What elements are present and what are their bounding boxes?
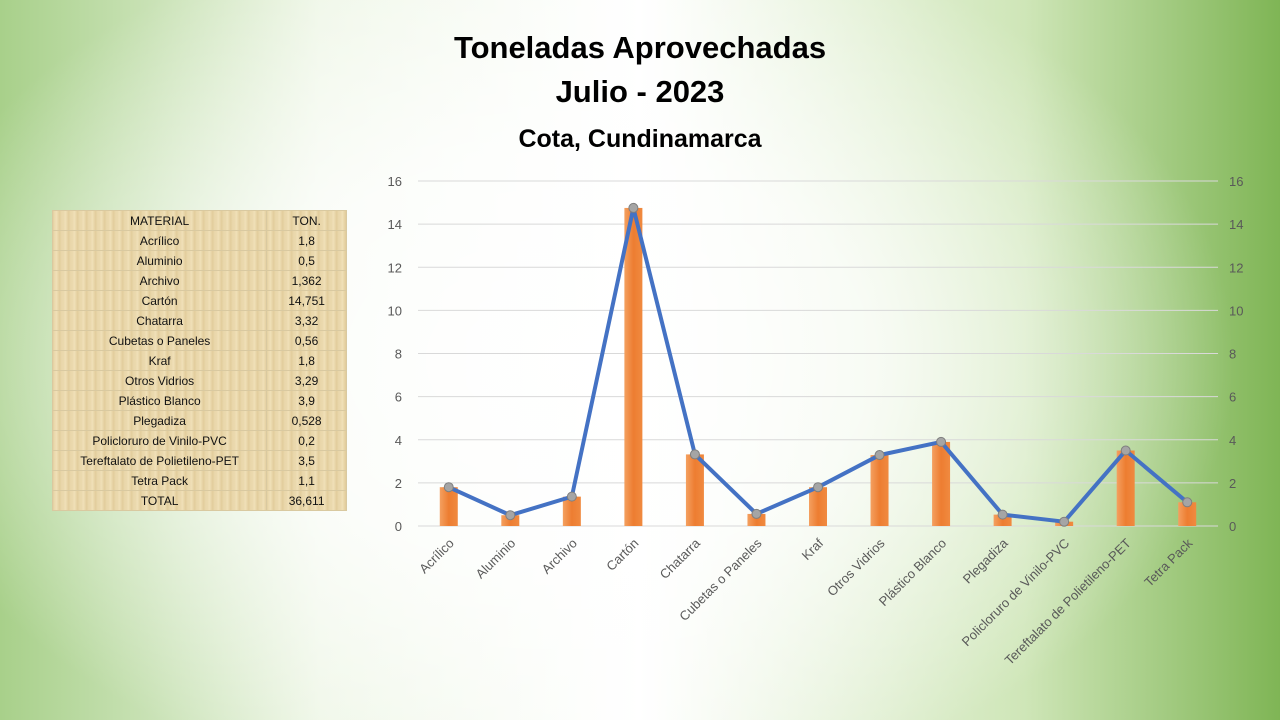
- bar: [747, 513, 766, 526]
- line-point: [1182, 497, 1193, 508]
- table-row: Plegadiza 0,528: [51, 410, 347, 431]
- x-category-label: Acrílico: [416, 536, 457, 577]
- x-category-label: Aluminio: [473, 536, 519, 582]
- line-point: [689, 449, 700, 460]
- table-row: Chatarra 3,32: [51, 310, 347, 331]
- chart-title: Toneladas Aprovechadas Julio - 2023 Cota…: [340, 30, 940, 156]
- line-point: [874, 450, 885, 461]
- tonnage-cell: 0,5: [266, 250, 347, 271]
- material-cell: Aluminio: [51, 250, 268, 271]
- line-series: [447, 205, 1189, 524]
- x-category-label: Chatarra: [657, 535, 704, 582]
- y-tick-label-right: 16: [1229, 174, 1243, 189]
- tonnage-cell: 0,528: [266, 410, 347, 431]
- tonnage-cell: 3,9: [266, 390, 347, 411]
- material-cell: Kraf: [51, 350, 268, 371]
- line-point: [443, 482, 454, 493]
- title-line-3: Cota, Cundinamarca: [518, 125, 762, 153]
- material-cell: Tetra Pack: [51, 470, 268, 491]
- bar: [501, 515, 520, 526]
- title-line-2: Julio - 2023: [555, 74, 725, 109]
- y-tick-label-left: 0: [395, 519, 402, 534]
- y-tick-label-right: 12: [1229, 260, 1243, 275]
- bar: [624, 207, 643, 526]
- table-row: Aluminio 0,5: [51, 250, 347, 271]
- table-row: Plástico Blanco 3,9: [51, 390, 347, 411]
- x-category-label: Kraf: [799, 535, 827, 563]
- line-point: [813, 482, 823, 493]
- x-category-label: Policloruro de Vinilo-PVC: [959, 536, 1073, 650]
- tonnage-cell: 3,5: [266, 450, 347, 471]
- tonnage-cell: 1,8: [266, 350, 347, 371]
- tonnage-cell: 0,2: [266, 430, 347, 451]
- material-cell: Cartón: [51, 290, 268, 311]
- line-point: [628, 202, 639, 213]
- table-header-row: MATERIAL TON.: [51, 210, 347, 231]
- title-line-1: Toneladas Aprovechadas: [453, 30, 827, 65]
- table-row: Tereftalato de Polietileno-PET 3,5: [51, 450, 347, 471]
- x-category-label: Otros Vidrios: [824, 535, 888, 599]
- y-tick-label-left: 12: [388, 260, 402, 275]
- bar: [562, 496, 581, 526]
- tonnage-cell: TON.: [266, 210, 347, 231]
- y-tick-label-left: 4: [395, 433, 402, 448]
- y-tick-label-right: 6: [1229, 390, 1236, 405]
- bar: [1116, 450, 1135, 526]
- bar: [439, 487, 458, 526]
- tonnage-cell: 14,751: [266, 290, 347, 311]
- bar: [809, 487, 827, 526]
- material-cell: Plástico Blanco: [51, 390, 268, 411]
- bar: [932, 441, 951, 526]
- x-category-label: Tereftalato de Polietileno-PET: [1002, 535, 1134, 667]
- material-cell: Otros Vidrios: [51, 370, 268, 391]
- y-tick-label-left: 2: [395, 476, 402, 491]
- material-cell: MATERIAL: [51, 210, 268, 231]
- y-tick-label-right: 2: [1229, 476, 1236, 491]
- x-category-label: Tetra Pack: [1141, 535, 1195, 589]
- material-cell: Chatarra: [51, 310, 268, 331]
- material-cell: Tereftalato de Polietileno-PET: [51, 450, 268, 471]
- y-tick-label-right: 4: [1229, 433, 1236, 448]
- y-tick-label-left: 14: [388, 217, 402, 232]
- table-row: Kraf 1,8: [51, 350, 347, 371]
- line-point: [997, 509, 1008, 520]
- x-category-label: Cartón: [603, 536, 641, 574]
- table-row: Policloruro de Vinilo-PVC 0,2: [51, 430, 347, 451]
- line-point: [1059, 516, 1070, 527]
- table-row: Cartón 14,751: [51, 290, 347, 311]
- bar: [870, 455, 889, 526]
- tonnage-cell: 3,32: [266, 310, 347, 331]
- material-cell: Plegadiza: [51, 410, 268, 431]
- bar: [685, 454, 704, 526]
- materials-table: MATERIAL TON. Acrílico 1,8 Aluminio 0,5 Archiv…: [51, 210, 347, 511]
- y-tick-label-left: 8: [395, 347, 402, 362]
- y-tick-label-right: 10: [1229, 303, 1243, 318]
- bar: [1178, 502, 1197, 526]
- tonnage-cell: 1,1: [266, 470, 347, 491]
- line-point: [751, 508, 762, 519]
- y-tick-label-right: 8: [1229, 347, 1236, 362]
- x-category-label: Archivo: [539, 536, 580, 577]
- line-point: [1120, 445, 1131, 456]
- line-point: [936, 436, 947, 447]
- y-tick-label-right: 0: [1229, 519, 1236, 534]
- tonnage-cell: 36,611: [266, 490, 347, 511]
- x-category-label: Plegadiza: [960, 535, 1012, 587]
- bar: [993, 514, 1012, 526]
- material-cell: TOTAL: [51, 490, 268, 511]
- line-point: [505, 510, 516, 521]
- tonnage-cell: 1,362: [266, 270, 347, 291]
- y-tick-label-left: 10: [388, 303, 402, 318]
- y-tick-label-left: 16: [388, 174, 402, 189]
- y-tick-label-right: 14: [1229, 217, 1243, 232]
- line-point: [566, 491, 577, 502]
- material-cell: Policloruro de Vinilo-PVC: [51, 430, 268, 451]
- tonnage-cell: 0,56: [266, 330, 347, 351]
- table-row: Tetra Pack 1,1: [51, 470, 347, 491]
- table-total-row: TOTAL 36,611: [51, 490, 347, 511]
- y-tick-label-left: 6: [395, 390, 402, 405]
